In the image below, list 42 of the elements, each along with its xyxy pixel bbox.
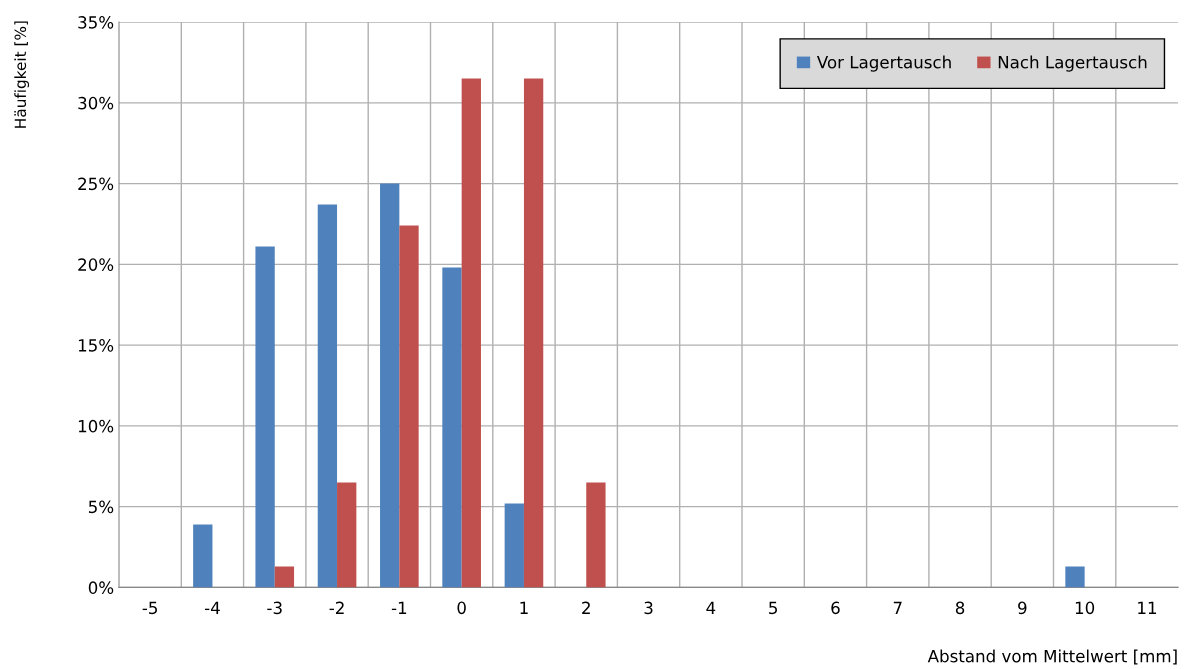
bar (255, 246, 275, 588)
x-tick-label: -1 (391, 601, 407, 614)
y-tick-label: 25% (78, 177, 114, 191)
x-axis-title: Abstand vom Mittelwert [mm] (927, 649, 1177, 665)
bar (461, 78, 481, 588)
bar (586, 482, 606, 588)
bar (193, 524, 213, 588)
y-tick-label: 5% (88, 500, 114, 514)
x-tick-label: 11 (1138, 601, 1157, 614)
x-tick-label: 7 (893, 601, 902, 614)
y-tick-label: 35% (78, 16, 114, 29)
x-tick-label: -2 (329, 601, 344, 614)
y-axis-title: Häufigkeit [%] (14, 21, 30, 128)
y-tick-label: 10% (78, 419, 114, 433)
y-tick-label: 30% (78, 96, 114, 110)
x-tick-label: 0 (457, 601, 466, 615)
x-tick-label: 3 (644, 601, 653, 615)
y-tick-label: 15% (78, 339, 114, 352)
x-tick-label: 9 (1018, 601, 1027, 615)
x-tick-label: 10 (1075, 601, 1095, 615)
bar (399, 225, 419, 588)
x-tick-label: -4 (204, 601, 220, 614)
bar (504, 503, 524, 588)
y-tick-label: 0% (88, 581, 114, 594)
x-tick-label: 6 (831, 601, 840, 615)
bar (523, 78, 544, 588)
bar (274, 566, 295, 588)
x-tick-label: 2 (582, 601, 590, 614)
x-tick-label: 1 (520, 601, 528, 614)
x-tick-label: 5 (769, 601, 777, 615)
bar (317, 204, 338, 588)
bar (1065, 566, 1085, 588)
bar (442, 267, 462, 588)
x-tick-label: 4 (706, 601, 716, 614)
legend-label: Vor Lagertausch (816, 55, 951, 72)
y-tick-label: 20% (78, 258, 114, 271)
x-tick-label: 8 (955, 601, 965, 615)
x-tick-label: -5 (142, 601, 157, 615)
legend-label: Nach Lagertausch (998, 55, 1147, 72)
bar (337, 482, 357, 588)
x-tick-label: -3 (267, 601, 282, 615)
bar (380, 183, 400, 588)
